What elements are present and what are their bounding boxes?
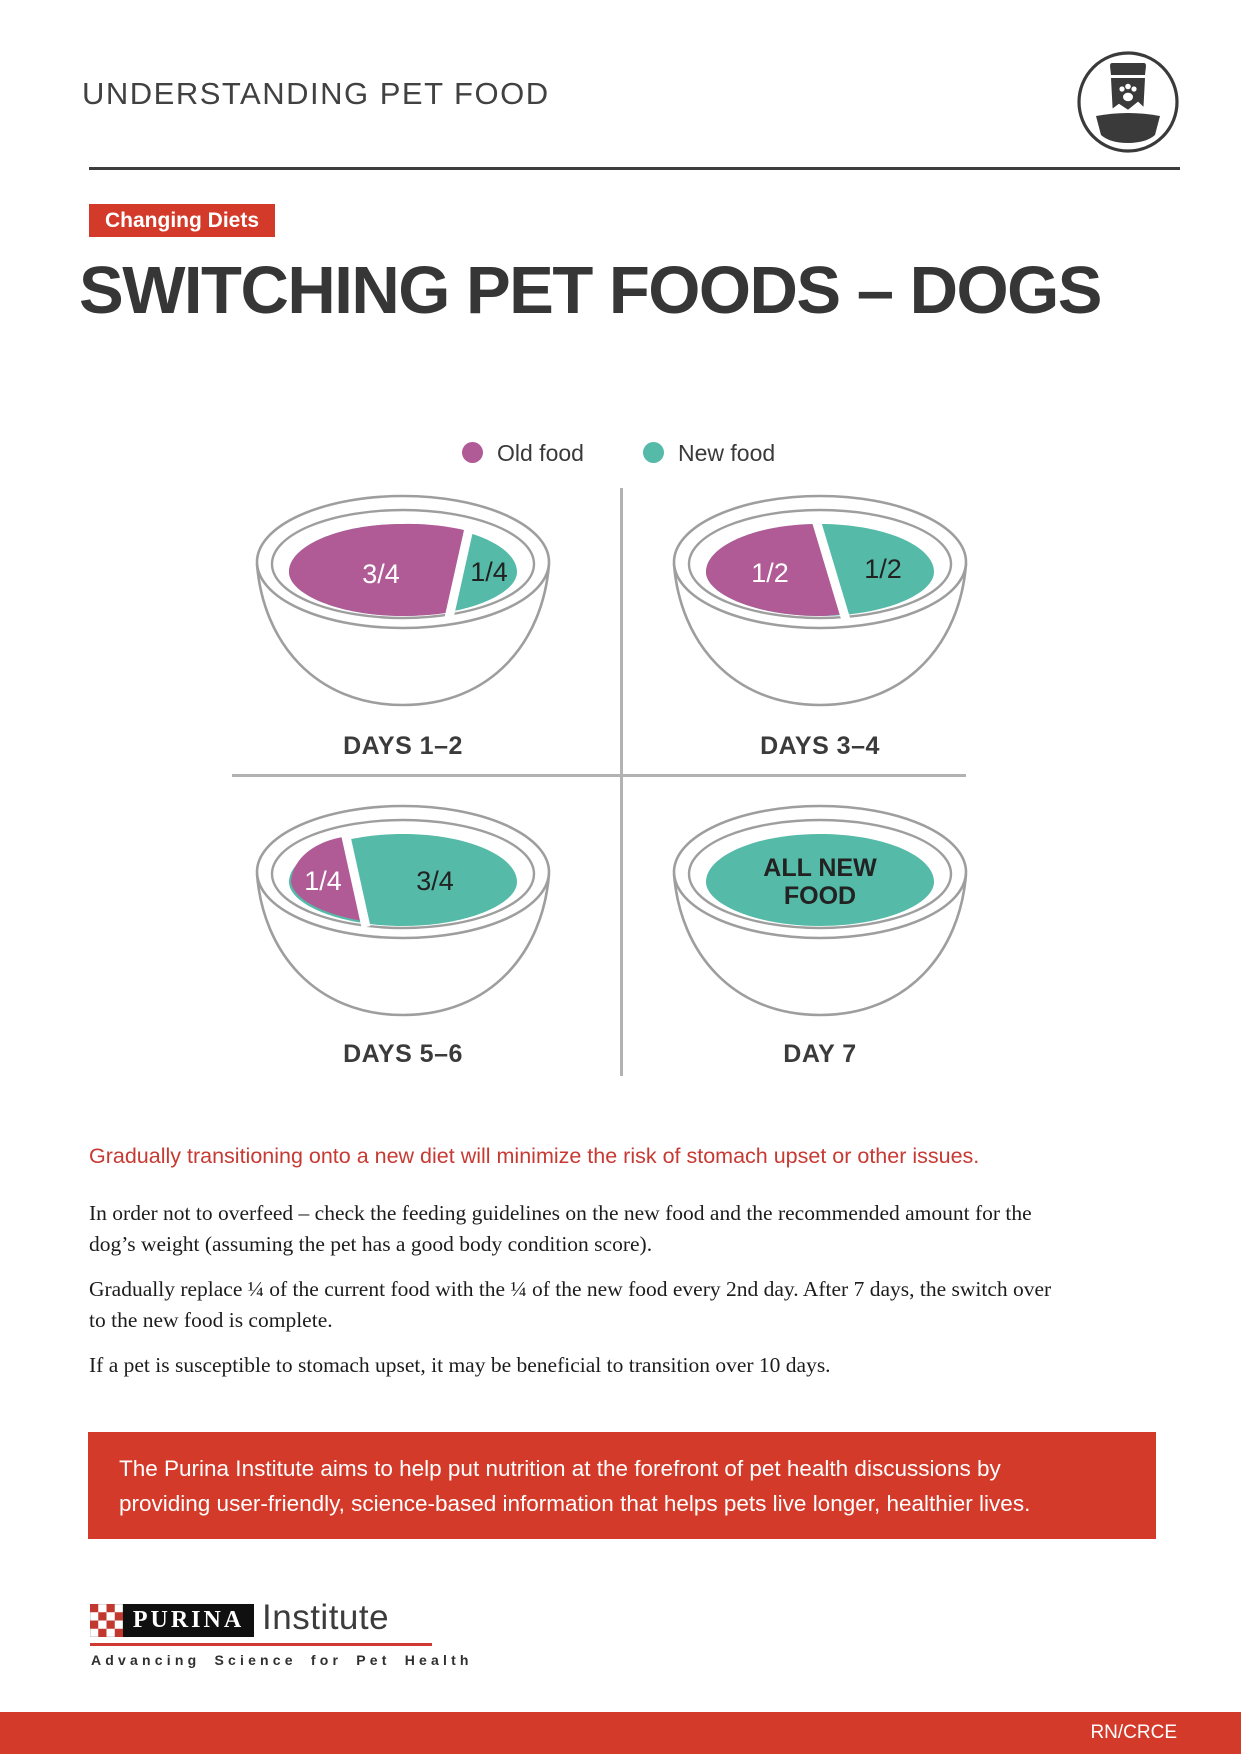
grid-vertical-divider [620, 488, 623, 1076]
mission-callout-box: The Purina Institute aims to help put nu… [88, 1432, 1156, 1539]
old-food-legend-dot [462, 442, 483, 463]
footer-bar: RN/CRCE [0, 1712, 1241, 1754]
new-portion-label: 1/2 [864, 554, 902, 584]
section-badge-label: Changing Diets [105, 208, 260, 232]
old-portion-label: 1/2 [751, 558, 789, 588]
lead-sentence: Gradually transitioning onto a new diet … [89, 1144, 980, 1168]
new-food-legend-label: New food [678, 440, 776, 466]
bowl-day-7-label: DAY 7 [783, 1040, 857, 1068]
old-food-legend-label: Old food [497, 440, 584, 466]
pet-food-bag-bowl-icon [1077, 51, 1179, 153]
header-divider [89, 167, 1180, 170]
paragraph: Gradually replace ¼ of the current food … [89, 1277, 1052, 1332]
body-copy: In order not to overfeed – check the fee… [89, 1198, 1051, 1395]
bowl-day-7: ALL NEW FOOD [672, 804, 968, 1017]
purina-wordmark: PURINA [123, 1604, 254, 1637]
new-portion-label: 3/4 [416, 866, 454, 896]
footer-code: RN/CRCE [1090, 1722, 1177, 1743]
bowl-days-3-4: 1/2 1/2 [672, 494, 968, 707]
logo-underline [90, 1643, 432, 1646]
callout-line: providing user-friendly, science-based i… [119, 1490, 1031, 1516]
all-new-food-label-line1: ALL NEW [763, 854, 877, 882]
purina-checkerboard-icon [90, 1604, 123, 1637]
bowl-days-1-2-label: DAYS 1–2 [343, 732, 463, 760]
all-new-food-label-line2: FOOD [784, 882, 856, 910]
grid-horizontal-divider [232, 774, 966, 777]
section-badge: Changing Diets [89, 204, 276, 237]
logo-tagline: Advancing Science for Pet Health [91, 1652, 473, 1668]
old-portion-label: 1/4 [304, 866, 342, 896]
institute-wordmark: Institute [262, 1598, 390, 1637]
bowl-days-3-4-label: DAYS 3–4 [760, 732, 880, 760]
paragraph: If a pet is susceptible to stomach upset… [89, 1353, 831, 1377]
old-portion-label: 3/4 [362, 559, 400, 589]
bowl-days-5-6-label: DAYS 5–6 [343, 1040, 463, 1068]
page-title: SWITCHING PET FOODS – DOGS [79, 253, 1102, 328]
new-food-legend-dot [643, 442, 664, 463]
bowl-days-5-6: 1/4 3/4 [255, 804, 551, 1017]
bowl-days-1-2: 3/4 1/4 [255, 494, 551, 707]
new-portion-label: 1/4 [470, 557, 508, 587]
paragraph: In order not to overfeed – check the fee… [89, 1201, 1032, 1256]
page-header-title: UNDERSTANDING PET FOOD [82, 76, 550, 111]
callout-line: The Purina Institute aims to help put nu… [119, 1455, 1001, 1481]
